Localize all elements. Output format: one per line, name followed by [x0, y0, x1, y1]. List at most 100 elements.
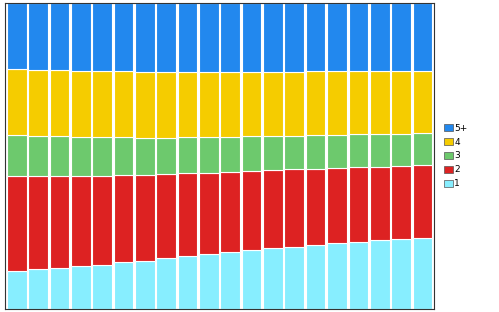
Bar	[92, 137, 112, 176]
Bar	[284, 135, 304, 169]
Bar	[199, 137, 219, 173]
Bar	[71, 137, 91, 176]
Bar	[391, 166, 411, 239]
Bar	[348, 71, 368, 134]
Bar	[391, 71, 411, 134]
Bar	[263, 248, 283, 309]
Bar	[413, 71, 432, 133]
Bar	[242, 171, 261, 250]
Bar	[71, 71, 91, 137]
Bar	[306, 135, 325, 168]
Bar	[348, 241, 368, 309]
Bar	[156, 3, 176, 72]
Bar	[413, 165, 432, 238]
Bar	[49, 71, 69, 136]
Bar	[71, 176, 91, 266]
Bar	[242, 250, 261, 309]
Bar	[284, 3, 304, 72]
Bar	[413, 3, 432, 71]
Bar	[199, 255, 219, 309]
Bar	[92, 265, 112, 309]
Bar	[306, 3, 325, 71]
Bar	[178, 72, 198, 137]
Bar	[348, 167, 368, 241]
Bar	[327, 134, 347, 168]
Bar	[28, 3, 48, 70]
Bar	[391, 3, 411, 71]
Bar	[114, 71, 133, 137]
Bar	[327, 168, 347, 243]
Bar	[306, 71, 325, 135]
Bar	[242, 136, 261, 171]
Bar	[284, 246, 304, 309]
Bar	[221, 137, 240, 172]
Bar	[92, 176, 112, 265]
Bar	[306, 168, 325, 245]
Bar	[413, 133, 432, 165]
Bar	[199, 173, 219, 255]
Bar	[327, 71, 347, 134]
Bar	[370, 240, 390, 309]
Bar	[28, 176, 48, 269]
Bar	[221, 3, 240, 72]
Bar	[199, 72, 219, 137]
Bar	[370, 3, 390, 71]
Bar	[242, 3, 261, 72]
Bar	[7, 3, 26, 69]
Bar	[135, 3, 155, 72]
Bar	[135, 175, 155, 261]
Bar	[370, 167, 390, 240]
Bar	[284, 72, 304, 135]
Bar	[263, 72, 283, 136]
Legend: 5+, 4, 3, 2, 1: 5+, 4, 3, 2, 1	[441, 120, 471, 192]
Bar	[221, 172, 240, 252]
Bar	[7, 134, 26, 176]
Bar	[178, 137, 198, 173]
Bar	[92, 71, 112, 137]
Bar	[49, 3, 69, 71]
Bar	[135, 261, 155, 309]
Bar	[263, 3, 283, 72]
Bar	[28, 135, 48, 176]
Bar	[71, 3, 91, 71]
Bar	[348, 3, 368, 71]
Bar	[306, 245, 325, 309]
Bar	[263, 136, 283, 170]
Bar	[178, 3, 198, 72]
Bar	[114, 3, 133, 71]
Bar	[7, 69, 26, 134]
Bar	[92, 3, 112, 71]
Bar	[114, 137, 133, 175]
Bar	[71, 266, 91, 309]
Bar	[28, 70, 48, 135]
Bar	[348, 134, 368, 167]
Bar	[156, 138, 176, 174]
Bar	[284, 169, 304, 246]
Bar	[156, 174, 176, 258]
Bar	[28, 269, 48, 309]
Bar	[199, 3, 219, 72]
Bar	[327, 3, 347, 71]
Bar	[7, 271, 26, 309]
Bar	[391, 134, 411, 166]
Bar	[7, 176, 26, 271]
Bar	[221, 252, 240, 309]
Bar	[413, 238, 432, 309]
Bar	[114, 175, 133, 262]
Bar	[178, 256, 198, 309]
Bar	[156, 258, 176, 309]
Bar	[49, 176, 69, 268]
Bar	[114, 262, 133, 309]
Bar	[49, 268, 69, 309]
Bar	[178, 173, 198, 256]
Bar	[221, 72, 240, 137]
Bar	[49, 136, 69, 176]
Bar	[391, 239, 411, 309]
Bar	[370, 71, 390, 134]
Bar	[327, 243, 347, 309]
Bar	[156, 72, 176, 138]
Bar	[242, 72, 261, 136]
Bar	[370, 134, 390, 167]
Bar	[135, 138, 155, 175]
Bar	[135, 72, 155, 138]
